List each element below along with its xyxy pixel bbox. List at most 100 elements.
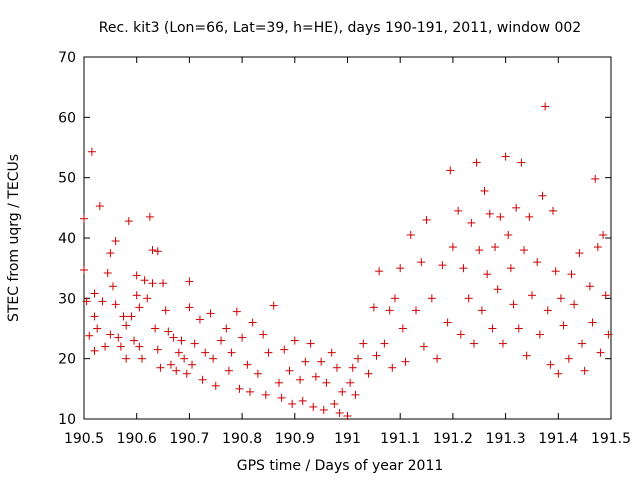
data-point xyxy=(259,330,268,339)
data-point xyxy=(135,303,144,312)
data-point xyxy=(274,378,283,387)
data-point xyxy=(469,339,478,348)
data-point xyxy=(348,363,357,372)
data-points xyxy=(80,102,613,420)
data-point xyxy=(417,258,426,267)
data-point xyxy=(559,321,568,330)
data-point xyxy=(135,342,144,351)
data-point xyxy=(111,300,120,309)
data-point xyxy=(174,348,183,357)
data-point xyxy=(248,318,257,327)
x-tick-label: 190.8 xyxy=(222,431,262,447)
data-point xyxy=(599,230,608,239)
data-point xyxy=(588,318,597,327)
data-point xyxy=(151,324,160,333)
data-point xyxy=(195,315,204,324)
chart-title: Rec. kit3 (Lon=66, Lat=39, h=HE), days 1… xyxy=(99,20,581,36)
y-tick-label: 40 xyxy=(58,231,76,247)
data-point xyxy=(201,348,210,357)
data-point xyxy=(159,279,168,288)
data-point xyxy=(106,330,115,339)
data-point xyxy=(180,354,189,363)
data-point xyxy=(375,267,384,276)
data-point xyxy=(211,381,220,390)
data-point xyxy=(253,369,262,378)
data-point xyxy=(427,294,436,303)
data-point xyxy=(82,297,91,306)
data-point xyxy=(488,324,497,333)
data-point xyxy=(95,202,104,211)
data-point xyxy=(124,217,133,226)
data-point xyxy=(148,279,157,288)
data-point xyxy=(319,405,328,414)
data-point xyxy=(280,345,289,354)
data-point xyxy=(190,339,199,348)
data-point xyxy=(422,215,431,224)
data-point xyxy=(380,339,389,348)
data-point xyxy=(209,354,218,363)
data-point xyxy=(164,327,173,336)
data-point xyxy=(546,360,555,369)
data-point xyxy=(269,301,278,310)
data-point xyxy=(551,267,560,276)
data-point xyxy=(114,333,123,342)
data-point xyxy=(238,333,247,342)
data-point xyxy=(496,212,505,221)
data-point xyxy=(477,306,486,315)
data-point xyxy=(498,339,507,348)
data-point xyxy=(506,264,515,273)
data-point xyxy=(475,246,484,255)
data-point xyxy=(132,291,141,300)
data-point xyxy=(317,357,326,366)
data-point xyxy=(564,354,573,363)
data-point xyxy=(93,324,102,333)
data-point xyxy=(108,282,117,291)
data-point xyxy=(578,339,587,348)
data-point xyxy=(448,243,457,252)
data-point xyxy=(322,378,331,387)
data-point xyxy=(351,390,360,399)
x-tick-label: 190.6 xyxy=(117,431,157,447)
x-tick-label: 190.7 xyxy=(169,431,209,447)
x-axis-label: GPS time / Days of year 2011 xyxy=(237,458,444,474)
data-point xyxy=(585,282,594,291)
data-point xyxy=(604,330,613,339)
data-point xyxy=(372,351,381,360)
data-point xyxy=(143,294,152,303)
data-point xyxy=(601,291,610,300)
data-point xyxy=(103,268,112,277)
y-tick-label: 20 xyxy=(58,352,76,368)
data-point xyxy=(509,300,518,309)
data-point xyxy=(161,306,170,315)
data-point xyxy=(396,264,405,273)
x-tick-label: 190.5 xyxy=(64,431,104,447)
data-point xyxy=(98,297,107,306)
y-tick-label: 50 xyxy=(58,171,76,187)
data-point xyxy=(306,339,315,348)
y-axis-ticks: 10 20 30 40 50 60 70 xyxy=(58,50,611,428)
data-point xyxy=(85,331,94,340)
data-point xyxy=(177,336,186,345)
data-point xyxy=(575,249,584,258)
data-point xyxy=(145,212,154,221)
data-point xyxy=(483,270,492,279)
data-point xyxy=(277,393,286,402)
data-point xyxy=(359,339,368,348)
data-point xyxy=(116,342,125,351)
data-point xyxy=(390,294,399,303)
data-point xyxy=(485,209,494,218)
data-point xyxy=(148,246,157,255)
data-point xyxy=(491,243,500,252)
data-point xyxy=(206,309,215,318)
data-point xyxy=(224,366,233,375)
data-point xyxy=(514,324,523,333)
data-point xyxy=(369,303,378,312)
data-point xyxy=(364,369,373,378)
data-point xyxy=(472,158,481,167)
data-point xyxy=(172,366,181,375)
data-point xyxy=(493,285,502,294)
data-point xyxy=(198,375,207,384)
x-tick-label: 190.9 xyxy=(275,431,315,447)
data-point xyxy=(454,206,463,215)
